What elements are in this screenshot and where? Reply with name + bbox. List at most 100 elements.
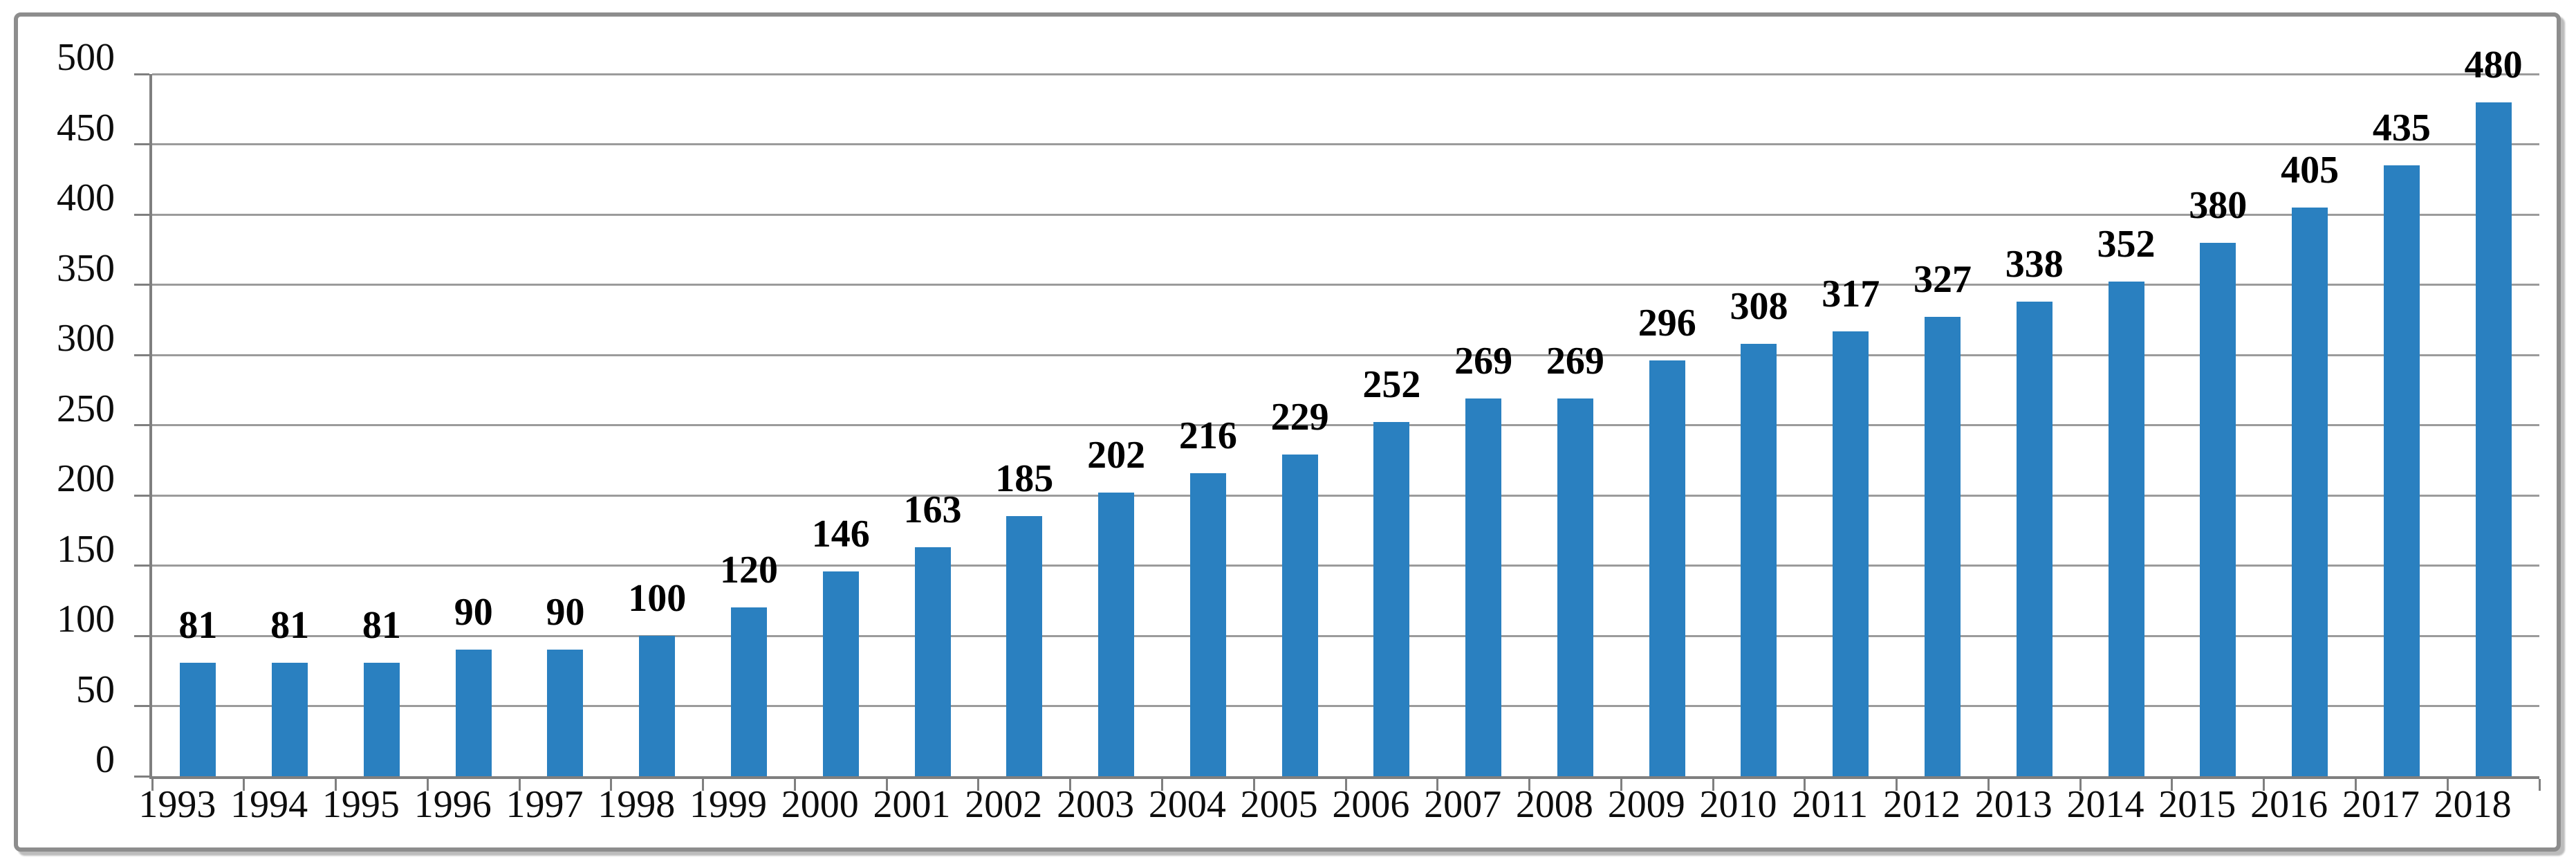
bar-value-label-2012: 327 (1914, 258, 1972, 302)
bar-2006 (1373, 422, 1410, 776)
y-tick-300 (134, 354, 149, 356)
y-tick-100 (134, 634, 149, 637)
x-tick-11 (1160, 779, 1163, 791)
chart-frame: 81 81 81 90 90 100 120 146 163 185 202 216 229 252 269… (14, 12, 2561, 852)
x-tick-2 (335, 779, 337, 791)
x-tick-19 (1896, 779, 1898, 791)
y-tick-450 (134, 143, 149, 145)
x-tick-21 (2079, 779, 2082, 791)
y-tick-150 (134, 565, 149, 567)
x-tick-label-2000: 2000 (781, 783, 859, 826)
y-tick-400 (134, 213, 149, 216)
x-tick-label-2013: 2013 (1974, 783, 2053, 826)
x-tick-7 (793, 779, 796, 791)
bar-value-label-2007: 269 (1454, 339, 1513, 383)
gridline-y-150 (152, 565, 2539, 567)
y-tick-label-200: 200 (57, 457, 115, 500)
x-tick-22 (2171, 779, 2174, 791)
x-tick-20 (1987, 779, 1990, 791)
bar-value-label-2013: 338 (2005, 242, 2064, 286)
bar-value-label-1993: 81 (178, 603, 218, 647)
bar-1994 (272, 662, 308, 776)
x-tick-8 (885, 779, 888, 791)
y-tick-250 (134, 424, 149, 426)
y-tick-label-250: 250 (57, 387, 115, 430)
y-tick-50 (134, 705, 149, 707)
bar-2013 (2016, 301, 2053, 776)
bar-2011 (1833, 331, 1869, 776)
bar-value-label-2000: 146 (811, 512, 870, 556)
gridline-y-100 (152, 634, 2539, 637)
x-tick-label-2008: 2008 (1515, 783, 1593, 826)
x-tick-label-1997: 1997 (506, 783, 584, 826)
gridline-y-250 (152, 424, 2539, 426)
x-tick-13 (1344, 779, 1347, 791)
y-tick-label-350: 350 (57, 246, 115, 290)
bar-value-label-1999: 120 (720, 549, 778, 592)
x-tick-label-1994: 1994 (230, 783, 308, 826)
bar-value-label-2005: 229 (1270, 396, 1329, 439)
x-tick-label-2002: 2002 (965, 783, 1043, 826)
x-tick-5 (610, 779, 613, 791)
x-tick-24 (2354, 779, 2357, 791)
x-tick-label-2012: 2012 (1883, 783, 1961, 826)
bar-1997 (547, 650, 584, 776)
bar-value-label-2014: 352 (2097, 223, 2156, 266)
gridline-y-200 (152, 494, 2539, 497)
x-tick-12 (1252, 779, 1255, 791)
x-tick-18 (1804, 779, 1806, 791)
bar-2005 (1281, 455, 1318, 776)
x-tick-label-2017: 2017 (2342, 783, 2420, 826)
x-tick-14 (1436, 779, 1439, 791)
x-tick-label-2001: 2001 (873, 783, 951, 826)
x-tick-label-2006: 2006 (1332, 783, 1410, 826)
bar-2017 (2383, 165, 2420, 776)
x-tick-label-1996: 1996 (414, 783, 492, 826)
bar-value-label-2004: 216 (1178, 414, 1237, 457)
bar-value-label-1994: 81 (270, 603, 310, 647)
y-tick-350 (134, 284, 149, 286)
x-tick-15 (1528, 779, 1531, 791)
x-tick-10 (1069, 779, 1072, 791)
y-tick-200 (134, 494, 149, 497)
bar-2000 (822, 571, 859, 776)
x-tick-label-2015: 2015 (2158, 783, 2236, 826)
y-tick-label-150: 150 (57, 527, 115, 571)
y-tick-label-450: 450 (57, 106, 115, 149)
bar-value-label-1995: 81 (362, 603, 401, 647)
bar-value-label-2009: 296 (1638, 302, 1696, 345)
x-tick-9 (977, 779, 980, 791)
x-tick-0 (151, 779, 154, 791)
bar-2007 (1465, 398, 1502, 776)
x-tick-16 (1620, 779, 1622, 791)
y-tick-500 (134, 73, 149, 75)
bar-value-label-2001: 163 (903, 488, 962, 532)
bar-2014 (2108, 282, 2144, 776)
bar-value-label-2003: 202 (1087, 433, 1146, 477)
gridline-y-450 (152, 143, 2539, 145)
bar-value-label-1997: 90 (546, 591, 585, 634)
x-tick-25 (2446, 779, 2449, 791)
gridline-y-50 (152, 705, 2539, 707)
y-tick-label-0: 0 (95, 738, 115, 781)
x-tick-label-2011: 2011 (1792, 783, 1869, 826)
x-tick-26 (2538, 779, 2541, 791)
bar-value-label-2008: 269 (1546, 339, 1604, 383)
plot-area: 81 81 81 90 90 100 120 146 163 185 202 216 229 252 269… (134, 46, 2541, 791)
bar-1995 (363, 662, 400, 776)
bar-value-label-2015: 380 (2189, 183, 2248, 227)
x-tick-label-2004: 2004 (1148, 783, 1226, 826)
x-tick-23 (2263, 779, 2265, 791)
x-tick-label-2016: 2016 (2250, 783, 2328, 826)
x-tick-4 (518, 779, 521, 791)
bar-1998 (639, 636, 676, 776)
bar-2004 (1189, 473, 1226, 776)
bar-2012 (1925, 317, 1961, 776)
bar-value-label-2018: 480 (2464, 43, 2523, 86)
gridline-y-400 (152, 213, 2539, 216)
gridline-y-300 (152, 354, 2539, 356)
x-tick-3 (426, 779, 429, 791)
bar-value-label-2010: 308 (1730, 284, 1788, 328)
x-tick-label-1998: 1998 (597, 783, 676, 826)
